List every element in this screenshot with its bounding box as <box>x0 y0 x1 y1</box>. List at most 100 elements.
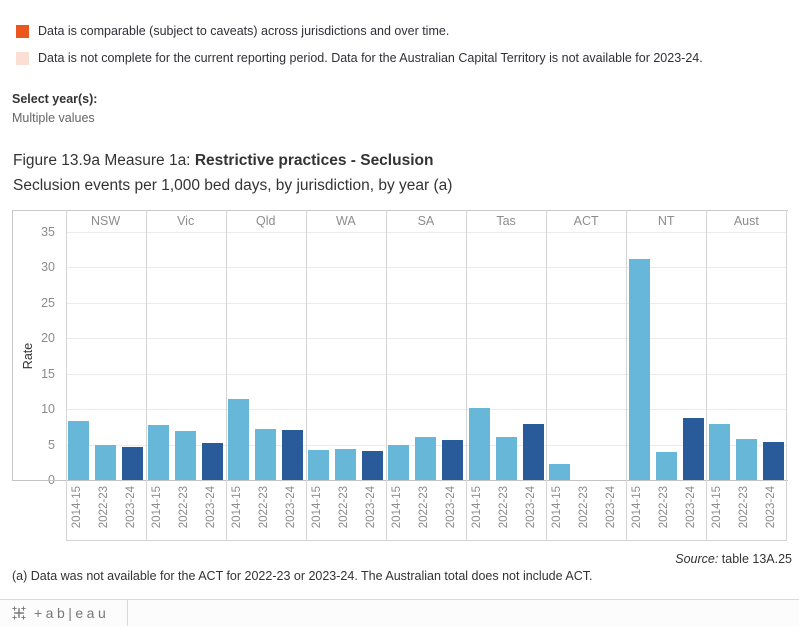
column-header-tas: Tas <box>496 214 516 228</box>
x-axis-label: 2023-24 <box>364 486 377 529</box>
column-header-nsw: NSW <box>90 214 121 228</box>
figure-title-measure: Restrictive practices - Seclusion <box>194 152 434 169</box>
panel-divider <box>706 210 708 540</box>
source-text: table 13A.25 <box>718 552 792 566</box>
color-legend: Data is comparable (subject to caveats) … <box>16 24 703 78</box>
tableau-mark-icon <box>12 606 26 620</box>
x-axis-label: 2014-15 <box>150 486 163 529</box>
bar-qld-2023-24[interactable] <box>282 430 304 480</box>
x-axis-label: 2022-23 <box>658 486 671 529</box>
chart-left-border <box>12 210 13 481</box>
bar-aust-2022-23[interactable] <box>735 438 757 480</box>
bar-tas-2014-15[interactable] <box>468 407 490 480</box>
legend-swatch-icon <box>16 24 29 38</box>
y-axis-tick-label: 30 <box>41 260 55 275</box>
footnote: (a) Data was not available for the ACT f… <box>12 569 593 583</box>
x-axis-label: 2022-23 <box>738 486 751 529</box>
panel-divider <box>145 210 147 540</box>
panel-divider <box>225 210 227 540</box>
panel-divider <box>65 210 67 540</box>
x-axis-label: 2014-15 <box>310 486 323 529</box>
x-axis-label: 2014-15 <box>471 486 483 529</box>
bar-tas-2022-23[interactable] <box>495 436 517 480</box>
bar-vic-2014-15[interactable] <box>148 425 170 480</box>
panel-divider <box>385 210 387 540</box>
year-filter-dropdown[interactable]: Multiple values <box>12 111 95 125</box>
bar-nsw-2014-15[interactable] <box>68 421 89 480</box>
y-axis-tick-label: 20 <box>41 331 55 346</box>
column-header-sa: SA <box>417 214 435 228</box>
y-axis-title: Rate <box>21 342 35 370</box>
panel-divider <box>786 210 788 540</box>
bar-qld-2014-15[interactable] <box>228 399 250 480</box>
legend-item[interactable]: Data is not complete for the current rep… <box>16 51 703 65</box>
bar-nt-2014-15[interactable] <box>628 258 650 480</box>
bar-aust-2023-24[interactable] <box>762 441 784 480</box>
x-axis-label: 2023-24 <box>204 486 217 529</box>
bar-nsw-2022-23[interactable] <box>95 444 116 480</box>
gridline <box>65 373 787 375</box>
column-header-aust: Aust <box>733 214 759 228</box>
bar-nt-2023-24[interactable] <box>682 417 704 480</box>
x-axis-label: 2022-23 <box>498 486 510 529</box>
bar-act-2014-15[interactable] <box>548 463 570 480</box>
column-header-qld: Qld <box>256 214 276 228</box>
panel-divider <box>305 210 307 540</box>
y-axis-tick-label: 10 <box>41 402 55 417</box>
x-axis-label: 2014-15 <box>70 486 83 529</box>
y-axis-tick-label: 15 <box>41 366 55 381</box>
bar-wa-2014-15[interactable] <box>308 450 330 480</box>
panel-divider <box>546 210 548 540</box>
x-axis-label: 2022-23 <box>337 486 350 529</box>
gridline <box>65 409 787 411</box>
source-label: Source: <box>675 552 719 566</box>
figure-subtitle: Seclusion events per 1,000 bed days, by … <box>13 177 453 194</box>
bar-vic-2022-23[interactable] <box>175 431 197 480</box>
bar-aust-2014-15[interactable] <box>708 424 730 480</box>
bar-wa-2022-23[interactable] <box>335 448 357 480</box>
bar-tas-2023-24[interactable] <box>522 424 544 480</box>
y-axis-tick-label: 5 <box>48 437 55 452</box>
legend-item[interactable]: Data is comparable (subject to caveats) … <box>16 24 703 38</box>
x-axis-label: 2023-24 <box>284 486 297 529</box>
x-axis-label: 2022-23 <box>578 486 591 529</box>
year-filter-label: Select year(s): <box>12 92 98 106</box>
figure-title-block: Figure 13.9a Measure 1a: Restrictive pra… <box>13 152 452 195</box>
tableau-logo-text: +ab|eau <box>34 605 110 621</box>
gridline <box>65 302 787 304</box>
x-axis-label: 2022-23 <box>97 486 110 529</box>
legend-swatch-icon <box>16 51 29 65</box>
x-axis-label: 2014-15 <box>551 486 564 529</box>
bar-chart: Rate 0 5 10 15 20 25 30 35 NSW 2014-15 2022-23 2023… <box>12 210 791 542</box>
bar-sa-2014-15[interactable] <box>388 444 410 480</box>
panel-divider <box>626 210 628 540</box>
gridline <box>65 267 787 269</box>
figure-title: Figure 13.9a Measure 1a: Restrictive pra… <box>13 152 452 170</box>
bar-sa-2023-24[interactable] <box>442 440 464 480</box>
year-filter: Select year(s): Multiple values <box>12 92 97 125</box>
bar-sa-2022-23[interactable] <box>415 436 437 480</box>
tableau-footer-bar: +ab|eau <box>0 599 799 626</box>
source-note: Source: table 13A.25 <box>675 552 792 566</box>
gridline <box>65 232 787 233</box>
legend-item-label: Data is comparable (subject to caveats) … <box>38 24 450 38</box>
axis-band-border <box>65 540 787 541</box>
gridline <box>65 338 787 340</box>
tableau-logo[interactable]: +ab|eau <box>11 600 109 626</box>
column-header-vic: Vic <box>177 214 195 228</box>
panel-divider <box>466 210 467 540</box>
bar-nt-2022-23[interactable] <box>655 452 677 480</box>
x-axis-label: 2022-23 <box>177 486 190 529</box>
chart-top-border <box>12 210 788 211</box>
bar-nsw-2023-24[interactable] <box>122 446 143 480</box>
bar-vic-2023-24[interactable] <box>202 443 224 480</box>
column-header-act: ACT <box>573 214 599 228</box>
x-axis-label: 2023-24 <box>685 486 698 529</box>
x-axis-label: 2023-24 <box>124 486 137 529</box>
x-axis-label: 2014-15 <box>390 486 403 529</box>
bar-qld-2022-23[interactable] <box>255 428 277 480</box>
bar-wa-2023-24[interactable] <box>362 450 384 480</box>
x-axis-label: 2014-15 <box>711 486 724 529</box>
x-axis-label: 2023-24 <box>605 486 618 529</box>
